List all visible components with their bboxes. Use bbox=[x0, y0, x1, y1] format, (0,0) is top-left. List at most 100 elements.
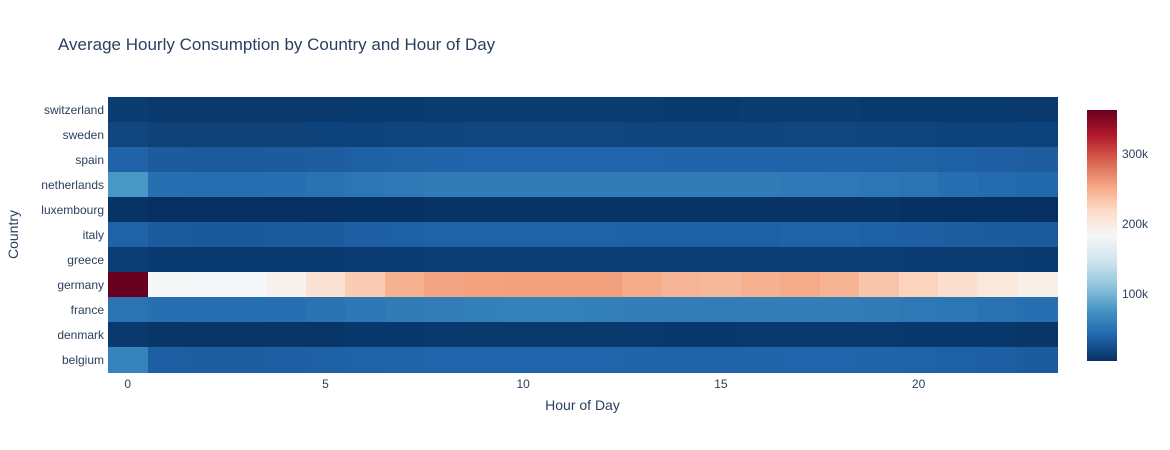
heatmap-cell-belgium-h7[interactable] bbox=[384, 347, 425, 373]
heatmap-cell-france-h2[interactable] bbox=[187, 297, 228, 323]
heatmap-cell-belgium-h19[interactable] bbox=[859, 347, 900, 373]
heatmap-cell-netherlands-h18[interactable] bbox=[819, 172, 860, 198]
heatmap-cell-switzerland-h12[interactable] bbox=[582, 97, 623, 123]
heatmap-cell-spain-h3[interactable] bbox=[226, 147, 267, 173]
heatmap-cell-spain-h4[interactable] bbox=[266, 147, 307, 173]
heatmap-cell-spain-h11[interactable] bbox=[542, 147, 584, 173]
heatmap-cell-greece-h10[interactable] bbox=[503, 247, 544, 273]
heatmap-cell-luxembourg-h10[interactable] bbox=[503, 197, 544, 223]
heatmap-cell-switzerland-h0[interactable] bbox=[108, 97, 149, 123]
heatmap-cell-greece-h2[interactable] bbox=[187, 247, 228, 273]
heatmap-cell-denmark-h7[interactable] bbox=[384, 322, 425, 348]
heatmap-cell-sweden-h14[interactable] bbox=[661, 122, 702, 148]
heatmap-cell-luxembourg-h7[interactable] bbox=[384, 197, 425, 223]
heatmap-cell-germany-h1[interactable] bbox=[147, 272, 188, 298]
heatmap-cell-denmark-h12[interactable] bbox=[582, 322, 623, 348]
heatmap-cell-france-h6[interactable] bbox=[345, 297, 386, 323]
heatmap-cell-belgium-h11[interactable] bbox=[542, 347, 584, 373]
heatmap-cell-italy-h5[interactable] bbox=[305, 222, 346, 248]
heatmap-cell-greece-h18[interactable] bbox=[819, 247, 860, 273]
heatmap-cell-luxembourg-h6[interactable] bbox=[345, 197, 386, 223]
heatmap-cell-italy-h22[interactable] bbox=[977, 222, 1019, 248]
heatmap-cell-denmark-h21[interactable] bbox=[938, 322, 979, 348]
heatmap-cell-denmark-h8[interactable] bbox=[424, 322, 465, 348]
heatmap-cell-spain-h16[interactable] bbox=[740, 147, 781, 173]
heatmap-cell-sweden-h8[interactable] bbox=[424, 122, 465, 148]
heatmap-cell-greece-h21[interactable] bbox=[938, 247, 979, 273]
heatmap-cell-spain-h17[interactable] bbox=[780, 147, 821, 173]
heatmap-cell-sweden-h6[interactable] bbox=[345, 122, 386, 148]
heatmap-cell-denmark-h16[interactable] bbox=[740, 322, 781, 348]
heatmap-cell-netherlands-h16[interactable] bbox=[740, 172, 781, 198]
heatmap-cell-luxembourg-h3[interactable] bbox=[226, 197, 267, 223]
heatmap-cell-germany-h10[interactable] bbox=[503, 272, 544, 298]
heatmap-cell-switzerland-h14[interactable] bbox=[661, 97, 702, 123]
heatmap-cell-belgium-h1[interactable] bbox=[147, 347, 188, 373]
heatmap-cell-belgium-h4[interactable] bbox=[266, 347, 307, 373]
heatmap-cell-germany-h4[interactable] bbox=[266, 272, 307, 298]
heatmap-cell-luxembourg-h19[interactable] bbox=[859, 197, 900, 223]
heatmap-cell-switzerland-h9[interactable] bbox=[463, 97, 505, 123]
heatmap-cell-belgium-h20[interactable] bbox=[898, 347, 939, 373]
heatmap-cell-france-h9[interactable] bbox=[463, 297, 505, 323]
heatmap-cell-netherlands-h8[interactable] bbox=[424, 172, 465, 198]
heatmap-cell-netherlands-h0[interactable] bbox=[108, 172, 149, 198]
heatmap-cell-switzerland-h7[interactable] bbox=[384, 97, 425, 123]
heatmap-cell-luxembourg-h4[interactable] bbox=[266, 197, 307, 223]
heatmap-cell-denmark-h3[interactable] bbox=[226, 322, 267, 348]
heatmap-cell-greece-h7[interactable] bbox=[384, 247, 425, 273]
heatmap-cell-denmark-h17[interactable] bbox=[780, 322, 821, 348]
heatmap-cell-denmark-h9[interactable] bbox=[463, 322, 505, 348]
heatmap-cell-switzerland-h6[interactable] bbox=[345, 97, 386, 123]
heatmap-cell-netherlands-h1[interactable] bbox=[147, 172, 188, 198]
heatmap-cell-luxembourg-h13[interactable] bbox=[622, 197, 663, 223]
heatmap-cell-luxembourg-h12[interactable] bbox=[582, 197, 623, 223]
heatmap-cell-greece-h13[interactable] bbox=[622, 247, 663, 273]
heatmap-cell-luxembourg-h18[interactable] bbox=[819, 197, 860, 223]
heatmap-cell-germany-h6[interactable] bbox=[345, 272, 386, 298]
heatmap-cell-luxembourg-h23[interactable] bbox=[1017, 197, 1058, 223]
heatmap-cell-denmark-h6[interactable] bbox=[345, 322, 386, 348]
heatmap-cell-luxembourg-h22[interactable] bbox=[977, 197, 1019, 223]
heatmap-cell-italy-h9[interactable] bbox=[463, 222, 505, 248]
heatmap-cell-spain-h22[interactable] bbox=[977, 147, 1019, 173]
heatmap-cell-germany-h9[interactable] bbox=[463, 272, 505, 298]
heatmap-cell-denmark-h0[interactable] bbox=[108, 322, 149, 348]
heatmap-cell-france-h0[interactable] bbox=[108, 297, 149, 323]
heatmap-cell-denmark-h1[interactable] bbox=[147, 322, 188, 348]
heatmap-cell-luxembourg-h11[interactable] bbox=[542, 197, 584, 223]
heatmap-cell-switzerland-h16[interactable] bbox=[740, 97, 781, 123]
heatmap-cell-switzerland-h15[interactable] bbox=[701, 97, 742, 123]
heatmap-cell-sweden-h2[interactable] bbox=[187, 122, 228, 148]
heatmap-cell-italy-h20[interactable] bbox=[898, 222, 939, 248]
heatmap-cell-switzerland-h22[interactable] bbox=[977, 97, 1019, 123]
heatmap-cell-belgium-h13[interactable] bbox=[622, 347, 663, 373]
heatmap-cell-netherlands-h21[interactable] bbox=[938, 172, 979, 198]
heatmap-cell-spain-h23[interactable] bbox=[1017, 147, 1058, 173]
heatmap-cell-spain-h8[interactable] bbox=[424, 147, 465, 173]
heatmap-cell-greece-h16[interactable] bbox=[740, 247, 781, 273]
heatmap-cell-germany-h19[interactable] bbox=[859, 272, 900, 298]
heatmap-cell-luxembourg-h8[interactable] bbox=[424, 197, 465, 223]
heatmap-cell-denmark-h5[interactable] bbox=[305, 322, 346, 348]
heatmap-cell-italy-h16[interactable] bbox=[740, 222, 781, 248]
heatmap-cell-france-h5[interactable] bbox=[305, 297, 346, 323]
heatmap-cell-italy-h23[interactable] bbox=[1017, 222, 1058, 248]
heatmap-cell-spain-h14[interactable] bbox=[661, 147, 702, 173]
heatmap-cell-italy-h13[interactable] bbox=[622, 222, 663, 248]
heatmap-cell-luxembourg-h2[interactable] bbox=[187, 197, 228, 223]
heatmap-cell-germany-h20[interactable] bbox=[898, 272, 939, 298]
heatmap-cell-france-h12[interactable] bbox=[582, 297, 623, 323]
heatmap-cell-germany-h8[interactable] bbox=[424, 272, 465, 298]
heatmap-cell-netherlands-h17[interactable] bbox=[780, 172, 821, 198]
heatmap-cell-greece-h12[interactable] bbox=[582, 247, 623, 273]
heatmap-cell-belgium-h17[interactable] bbox=[780, 347, 821, 373]
heatmap-cell-france-h19[interactable] bbox=[859, 297, 900, 323]
heatmap-cell-luxembourg-h17[interactable] bbox=[780, 197, 821, 223]
heatmap-cell-luxembourg-h1[interactable] bbox=[147, 197, 188, 223]
heatmap-cell-italy-h1[interactable] bbox=[147, 222, 188, 248]
heatmap-cell-france-h10[interactable] bbox=[503, 297, 544, 323]
heatmap-cell-luxembourg-h20[interactable] bbox=[898, 197, 939, 223]
heatmap-cell-france-h22[interactable] bbox=[977, 297, 1019, 323]
heatmap-cell-france-h1[interactable] bbox=[147, 297, 188, 323]
